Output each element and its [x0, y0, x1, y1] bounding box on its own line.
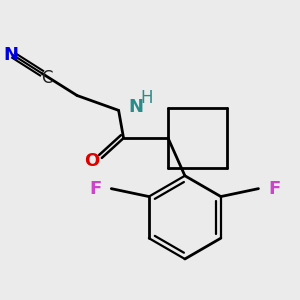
Text: F: F — [268, 180, 280, 198]
Text: O: O — [84, 152, 100, 170]
Text: H: H — [140, 89, 153, 107]
Text: N: N — [128, 98, 143, 116]
Text: F: F — [89, 180, 101, 198]
Text: C: C — [41, 69, 52, 87]
Text: N: N — [3, 46, 18, 64]
